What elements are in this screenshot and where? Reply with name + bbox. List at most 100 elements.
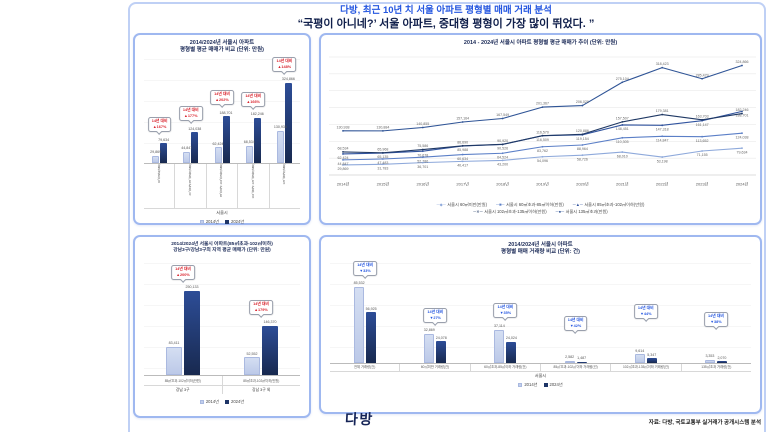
legend-marker: ─■─ <box>496 202 505 208</box>
data-point-label: 324,866 <box>736 60 749 64</box>
x-axis-year-label: 2023년 <box>696 181 709 187</box>
data-point-label: 140,855 <box>416 123 429 127</box>
data-point <box>421 149 424 151</box>
callout-line2: ▼35% <box>499 310 512 315</box>
data-point <box>342 130 344 133</box>
price-compare-plot-area: 29,869 79,634 14년 대비 ▲167% 44,847 124,038 14년 … <box>144 56 300 164</box>
legend-item: 2014년 <box>518 382 538 388</box>
panel-gangnam-compare-bar-chart: 2014/2024년 서울시 아파트(85㎡초과-102㎡이하) 강남3구/강남… <box>133 235 311 418</box>
bar-group: 2,582 1,487 14년 대비 ▼42% <box>541 263 611 363</box>
data-point <box>701 136 703 139</box>
bar-value-2014: 29,869 <box>150 150 162 154</box>
dabang-logo: 다방 <box>344 411 375 427</box>
legend-item: 2024년 <box>225 219 244 225</box>
bar-2014 <box>244 357 260 375</box>
legend-swatch-2014 <box>518 383 523 388</box>
data-point <box>701 150 703 153</box>
x-axis-label-text: 60㎡미만(만원) <box>156 163 161 183</box>
data-point <box>741 113 743 115</box>
data-point <box>461 160 464 163</box>
header: 다방, 최근 10년 치 서울 아파트 평형별 매매 거래 분석 “국평이 아니… <box>130 5 762 32</box>
price-compare-x-axis: 60㎡미만(만원) 60㎡초과-85㎡이하(만원) 85㎡초과-102㎡이하(만원)… <box>144 163 300 208</box>
data-point-label: 44,847 <box>338 163 349 167</box>
callout-text: 14년 대비 ▼35% <box>493 302 518 318</box>
callout-line1: 14년 대비 <box>182 108 199 113</box>
data-point-label: 318,423 <box>656 63 669 67</box>
x-axis-year-label: 2019년 <box>536 181 549 187</box>
data-point <box>461 145 464 148</box>
data-point <box>581 133 584 136</box>
bar-group: 37,114 24,024 14년 대비 ▼35% <box>470 263 540 363</box>
data-point-label: 110,305 <box>616 140 629 144</box>
legend-item: ─■─ 서울시 60㎡초과-85㎡이하(만원) <box>496 202 564 208</box>
data-point-label: 90,526 <box>497 147 508 151</box>
bar-value-2024: 1,487 <box>577 356 587 361</box>
bar-2024 <box>716 361 727 363</box>
comparison-callout: 14년 대비 ▼44% <box>633 303 658 322</box>
gangnam-compare-x-axis: 85㎡초과-102㎡이하(만원) 강남 3구 85㎡초과-102㎡이하(만원) 강남 … <box>144 375 300 394</box>
bar-2014 <box>166 346 182 375</box>
legend-item: ─✕─ 서울시 102㎡초과-135㎡이하(만원) <box>473 208 547 214</box>
data-point <box>342 159 344 162</box>
header-kicker: 다방, 최근 10년 치 서울 아파트 평형별 매매 거래 분석 <box>340 5 552 16</box>
callout-text: 14년 대비 ▼44% <box>633 303 658 319</box>
data-point-label: 275,104 <box>616 77 629 81</box>
data-point <box>621 137 624 140</box>
bar-value-2014: 32,869 <box>423 328 435 333</box>
comparison-callout: 14년 대비 ▼35% <box>493 302 518 321</box>
data-point-label: 31,783 <box>377 167 388 171</box>
data-point <box>661 67 664 69</box>
bar-value-2014: 68,534 <box>243 140 255 145</box>
data-point-label: 40,417 <box>457 164 468 168</box>
data-point <box>701 78 703 81</box>
bar-value-2024: 124,038 <box>188 126 202 131</box>
callout-pointer <box>642 316 649 322</box>
callout-text: 14년 대비 ▲202% <box>210 89 234 105</box>
x-axis-label-text: 102㎡초과-135㎡이하(만원) <box>250 163 255 199</box>
data-point-label: 206,020 <box>576 101 589 105</box>
callout-line1: 14년 대비 <box>214 92 230 97</box>
bar-2024 <box>184 290 200 375</box>
x-axis-category: 85㎡초과-102㎡이하(만원) <box>164 378 201 383</box>
bar-row: 83,411 250,133 14년 대비 ▲200% 52,552 146,370 14년… <box>144 263 300 375</box>
callout-line1: 14년 대비 <box>637 306 654 311</box>
legend-item: ─●─ 서울시 135㎡초과(만원) <box>555 208 608 214</box>
data-point-label: 182,246 <box>736 109 749 113</box>
data-point <box>621 81 624 84</box>
callout-line1: 14년 대비 <box>357 263 373 268</box>
callout-line2: ▼44% <box>640 311 652 316</box>
bar-2014 <box>214 147 222 163</box>
legend-marker: ─●─ <box>555 208 565 214</box>
callout-pointer <box>187 118 194 124</box>
data-point <box>382 163 384 166</box>
data-point <box>382 158 384 161</box>
data-point <box>541 146 544 149</box>
bar-group: 32,869 24,078 14년 대비 ▼27% <box>400 263 470 363</box>
callout-line1: 14년 대비 <box>253 302 269 307</box>
data-point-label: 29,869 <box>338 168 349 172</box>
legend-item: 2024년 <box>543 382 563 388</box>
bar-value-2014: 9,614 <box>635 348 645 353</box>
callout-line2: ▲148% <box>277 64 292 69</box>
data-point <box>541 135 544 138</box>
data-point <box>621 124 624 127</box>
x-axis-label: 60㎡초과-85㎡이하(만원) <box>174 163 205 208</box>
legend-swatch-2024 <box>225 399 229 404</box>
bar-value-2014: 52,552 <box>246 351 258 356</box>
callout-line1: 14년 대비 <box>427 310 444 315</box>
data-point-label: 161,147 <box>696 123 709 127</box>
x-axis-year-label: 2021년 <box>616 181 629 187</box>
bar-group: 130,938 324,866 14년 대비 ▲148% <box>269 56 300 163</box>
legend-marker: ─✕─ <box>473 208 483 214</box>
bar-group: 85,532 56,925 14년 대비 ▼33% <box>330 260 400 363</box>
data-point <box>661 135 664 138</box>
bar-value-2024: 324,866 <box>281 77 295 82</box>
data-point-label: 58,726 <box>577 158 588 162</box>
callout-line2: ▲166% <box>246 99 260 104</box>
bar-group: 9,614 5,347 14년 대비 ▼44% <box>611 263 681 363</box>
data-point-label: 167,549 <box>496 114 509 118</box>
data-point <box>661 124 664 127</box>
header-title: “국평이 아니네?’ 서울 아파트, 중대형 평형이 가장 많이 뛰었다. ” <box>297 17 595 30</box>
x-axis-label-text: 60㎡초과-85㎡이하(만원) <box>188 163 193 196</box>
